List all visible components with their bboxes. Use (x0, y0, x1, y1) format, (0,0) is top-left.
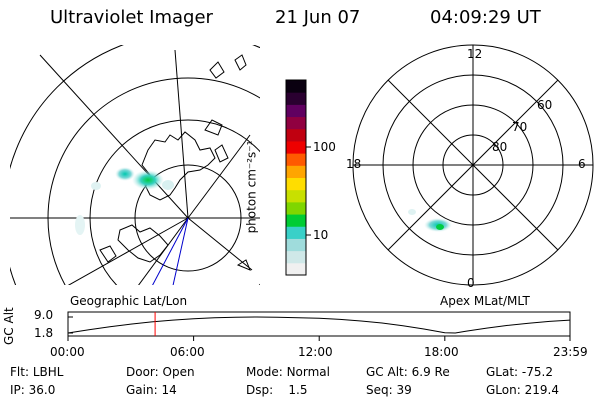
info-gain: Gain: 14 (126, 383, 177, 397)
altitude-series-line (67, 316, 571, 334)
header-date: 21 Jun 07 (275, 7, 361, 28)
mlat-label-70: 70 (512, 120, 528, 134)
colorbar-segment (286, 226, 306, 239)
colorbar-segment (286, 128, 306, 142)
mlt-label-6: 6 (578, 157, 586, 171)
x-ticks (67, 336, 571, 341)
y-tick-1-8: 1.8 (34, 326, 54, 340)
x-tick-0000: 00:00 (50, 345, 85, 359)
colorbar-segment (286, 189, 306, 203)
info-glon: GLon: 219.4 (486, 383, 559, 397)
colorbar-segment (286, 140, 306, 154)
info-mode: Mode: Normal (246, 365, 330, 379)
geographic-map-label: Geographic Lat/Lon (70, 294, 188, 308)
info-seq: Seq: 39 (366, 383, 412, 397)
x-tick-1200: 12:00 (298, 345, 333, 359)
instrument-title: Ultraviolet Imager (50, 7, 213, 28)
x-tick-1800: 18:00 (424, 345, 459, 359)
colorbar-scale (286, 80, 306, 276)
y-axis-label: GC Alt (2, 307, 16, 345)
info-dsp: Dsp: 1.5 (246, 383, 308, 397)
info-flt: Flt: LBHL (10, 365, 64, 379)
x-tick-2359: 23:59 (553, 345, 588, 359)
colorbar-segment (286, 116, 306, 130)
colorbar-segment (286, 214, 306, 227)
mlt-label-12: 12 (467, 47, 483, 61)
info-ip: IP: 36.0 (10, 383, 56, 397)
chart-frame (67, 311, 571, 337)
info-door: Door: Open (126, 365, 195, 379)
magnetic-map-label: Apex MLat/MLT (440, 294, 530, 308)
geo-aurora (75, 167, 174, 235)
colorbar-segment (286, 153, 306, 166)
colorbar-segment (286, 262, 306, 276)
info-glat: GLat: -75.2 (486, 365, 553, 379)
x-tick-0600: 06:00 (170, 345, 205, 359)
colorbar-segment (286, 104, 306, 118)
coastlines (99, 54, 251, 271)
colorbar-segment (286, 201, 306, 215)
mlat-label-80: 80 (492, 140, 508, 154)
y-tick-9: 9.0 (34, 308, 54, 322)
orbit-track (152, 217, 189, 285)
colorbar-tick-100: 100 (313, 140, 336, 154)
colorbar-tick-10: 10 (313, 228, 329, 242)
mag-grid (352, 44, 594, 286)
mlt-label-0: 0 (467, 276, 475, 290)
colorbar-segment (286, 238, 306, 252)
mlt-label-18: 18 (346, 157, 362, 171)
colorbar-segment (286, 165, 306, 178)
colorbar-segment (286, 250, 306, 264)
mag-aurora (408, 209, 452, 232)
geo-grid (10, 45, 260, 285)
mlat-label-60: 60 (537, 98, 553, 112)
info-gc-alt: GC Alt: 6.9 Re (366, 365, 450, 379)
colorbar-segment (286, 80, 306, 93)
header-time: 04:09:29 UT (430, 7, 541, 28)
colorbar-segment (286, 92, 306, 105)
colorbar-segment (286, 177, 306, 191)
